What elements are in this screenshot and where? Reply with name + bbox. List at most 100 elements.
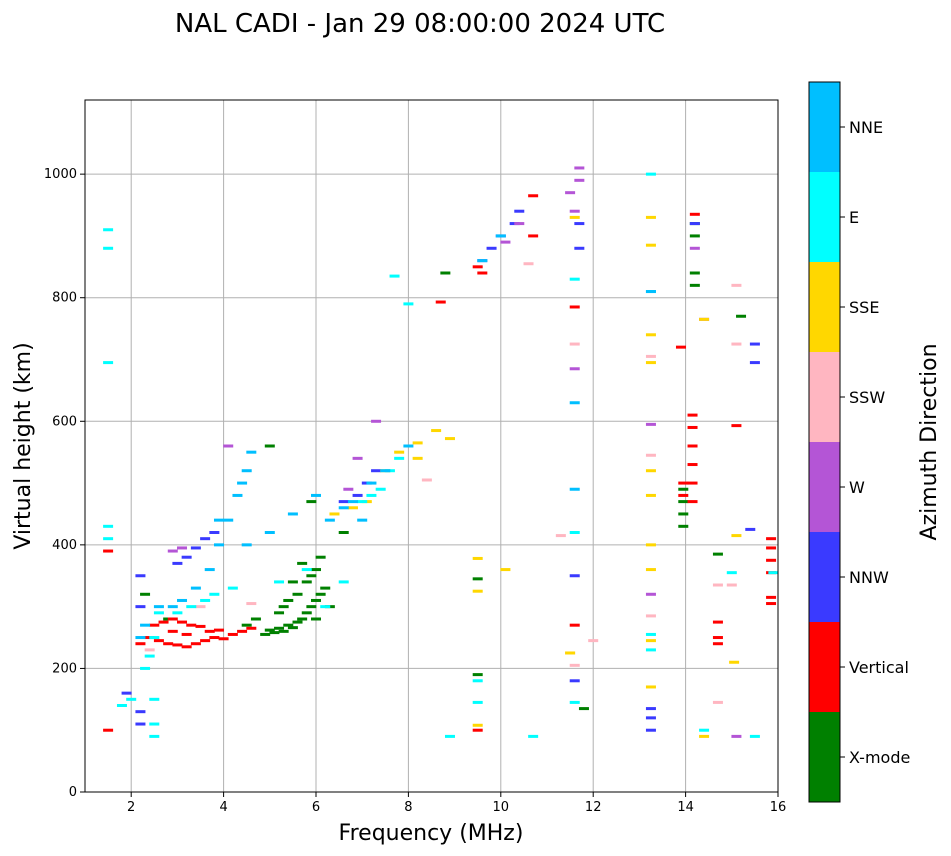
colorbar-tick-label: X-mode: [849, 748, 910, 767]
data-point: [209, 636, 220, 640]
data-point: [232, 493, 243, 497]
data-point: [315, 555, 326, 559]
data-point: [412, 441, 423, 445]
data-point: [297, 561, 308, 565]
data-point: [338, 531, 349, 534]
colorbar-segment: [809, 442, 840, 532]
data-point: [569, 209, 580, 213]
colorbar-tick-label: Vertical: [849, 658, 909, 677]
data-point: [675, 345, 686, 349]
data-point: [237, 481, 248, 485]
data-point: [103, 537, 114, 541]
data-point: [320, 586, 331, 590]
data-point: [687, 463, 698, 467]
data-point: [528, 734, 539, 738]
colorbar-segment: [809, 262, 840, 352]
data-point: [645, 614, 656, 618]
data-point: [712, 583, 723, 587]
data-point: [347, 500, 358, 504]
data-point: [645, 685, 656, 689]
x-tick-label: 4: [219, 800, 227, 815]
data-point: [472, 589, 483, 593]
colorbar-tick-label: NNW: [849, 568, 889, 587]
data-point: [177, 620, 188, 624]
data-point: [472, 577, 483, 581]
data-point: [213, 518, 224, 522]
data-point: [287, 626, 298, 630]
data-point: [186, 605, 197, 609]
data-point: [712, 700, 723, 704]
data-point: [250, 617, 261, 621]
data-point: [227, 632, 238, 636]
data-point: [135, 710, 146, 714]
data-point: [311, 493, 321, 497]
data-point: [766, 546, 777, 550]
x-axis: 2 4 6 8 10 12 14 16: [127, 792, 786, 815]
data-point: [569, 623, 580, 627]
data-point: [699, 734, 710, 738]
y-tick-label: 1000: [44, 167, 77, 182]
data-point: [645, 592, 656, 596]
data-point: [766, 537, 777, 541]
data-point: [403, 302, 414, 306]
data-point: [440, 271, 451, 275]
data-point: [472, 723, 483, 727]
data-point: [477, 259, 488, 263]
data-point: [689, 212, 700, 216]
data-point: [431, 429, 442, 433]
data-point: [574, 246, 585, 250]
data-point: [712, 620, 723, 624]
data-point: [103, 524, 114, 528]
data-point: [371, 419, 382, 423]
data-point: [167, 605, 178, 609]
data-point: [569, 367, 580, 371]
data-point: [213, 628, 224, 632]
x-tick-label: 14: [677, 800, 694, 815]
data-point: [306, 605, 317, 609]
data-point: [565, 191, 576, 195]
data-point: [297, 617, 308, 621]
data-point: [375, 487, 386, 491]
data-point: [687, 444, 698, 448]
data-point: [645, 215, 656, 219]
data-point: [163, 642, 174, 646]
data-point: [190, 642, 201, 646]
data-point: [352, 456, 363, 460]
grid-lines: [85, 100, 779, 793]
data-point: [371, 469, 382, 473]
data-point: [352, 493, 363, 497]
data-point: [301, 568, 312, 572]
data-point: [149, 722, 160, 726]
data-point: [689, 283, 700, 287]
data-point: [514, 209, 525, 213]
data-point: [274, 611, 285, 615]
data-point: [645, 422, 656, 426]
x-tick-label: 12: [585, 800, 602, 815]
data-point: [190, 546, 201, 550]
data-point: [153, 611, 164, 615]
data-point: [287, 512, 298, 516]
data-point: [523, 262, 534, 266]
data-point: [172, 643, 183, 647]
data-point: [569, 531, 580, 534]
data-point: [347, 506, 358, 510]
data-point: [726, 583, 737, 587]
data-point: [167, 629, 178, 633]
data-point: [195, 605, 206, 609]
data-point: [472, 679, 483, 683]
colorbar-frame: [808, 81, 841, 803]
data-point: [103, 246, 114, 250]
colorbar-tick-label: SSE: [849, 298, 879, 317]
data-point: [135, 605, 146, 609]
data-point: [116, 704, 127, 707]
data-point: [712, 636, 723, 640]
data-point: [645, 632, 656, 636]
data-point: [292, 620, 303, 624]
data-point: [264, 531, 275, 534]
data-point: [569, 700, 580, 704]
data-point: [172, 561, 183, 565]
data-point: [731, 424, 742, 428]
data-point: [144, 654, 155, 658]
data-point: [260, 632, 271, 636]
data-point: [389, 274, 400, 278]
